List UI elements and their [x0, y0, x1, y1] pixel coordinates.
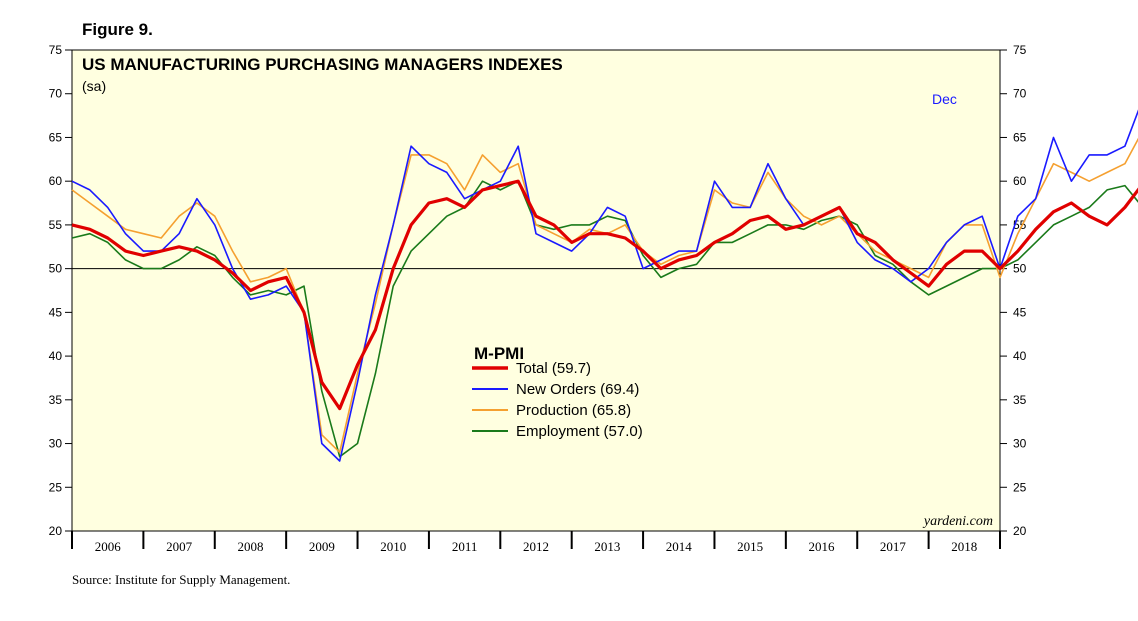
y-tick-label-right-40: 40 — [1013, 349, 1027, 363]
figure-label: Figure 9. — [82, 20, 153, 39]
legend-label-total: Total (59.7) — [516, 360, 591, 377]
legend-label-production: Production (65.8) — [516, 402, 631, 419]
y-tick-label-right-50: 50 — [1013, 262, 1027, 276]
y-tick-label-left-30: 30 — [49, 437, 63, 451]
watermark: yardeni.com — [922, 514, 993, 529]
end-label-dec: Dec — [932, 91, 957, 107]
y-tick-label-right-45: 45 — [1013, 305, 1027, 319]
x-tick-label-2009: 2009 — [309, 539, 335, 554]
x-tick-label-2016: 2016 — [809, 539, 836, 554]
y-tick-label-right-75: 75 — [1013, 43, 1027, 57]
y-tick-label-right-30: 30 — [1013, 437, 1027, 451]
x-tick-label-2018: 2018 — [951, 539, 977, 554]
legend-title: M-PMI — [474, 344, 524, 363]
legend-items: Total (59.7) New Orders (69.4) Production … — [472, 360, 643, 440]
y-tick-label-left-25: 25 — [49, 480, 63, 494]
y-tick-label-left-65: 65 — [49, 130, 63, 144]
y-tick-label-left-20: 20 — [49, 524, 63, 538]
y-tick-label-left-75: 75 — [49, 43, 63, 57]
series-line-employment — [71, 180, 1138, 458]
y-tick-label-right-65: 65 — [1013, 130, 1027, 144]
chart: 20 25 30 35 40 45 50 55 60 65 70 75 20 25 30 35 40 45 50 5… — [49, 43, 1138, 554]
y-tick-label-right-20: 20 — [1013, 524, 1027, 538]
legend-label-employment: Employment (57.0) — [516, 423, 643, 440]
y-tick-label-right-70: 70 — [1013, 87, 1027, 101]
x-tick-label-2011: 2011 — [452, 539, 478, 554]
source-note: Source: Institute for Supply Management. — [72, 572, 291, 587]
x-tick-label-2013: 2013 — [594, 539, 620, 554]
series-lines — [71, 109, 1138, 462]
x-tick-label-2015: 2015 — [737, 539, 763, 554]
x-tick-label-2006: 2006 — [95, 539, 122, 554]
x-tick-label-2007: 2007 — [166, 539, 193, 554]
y-tick-label-left-40: 40 — [49, 349, 63, 363]
chart-subtitle: (sa) — [82, 78, 106, 94]
x-tick-label-2010: 2010 — [380, 539, 406, 554]
y-tick-label-left-50: 50 — [49, 262, 63, 276]
y-tick-label-left-60: 60 — [49, 174, 63, 188]
series-line-new_orders — [71, 109, 1138, 462]
x-tick-label-2012: 2012 — [523, 539, 549, 554]
plot-background — [71, 49, 1001, 532]
x-tick-label-2017: 2017 — [880, 539, 907, 554]
legend: M-PMI Total (59.7) New Orders (69.4) Produ… — [472, 344, 643, 440]
y-tick-label-right-25: 25 — [1013, 480, 1027, 494]
y-tick-label-left-55: 55 — [49, 218, 63, 232]
legend-label-new_orders: New Orders (69.4) — [516, 381, 639, 398]
y-tick-label-left-45: 45 — [49, 305, 63, 319]
y-tick-label-left-70: 70 — [49, 87, 63, 101]
x-tick-label-2014: 2014 — [666, 539, 693, 554]
series-line-total — [71, 179, 1138, 411]
y-tick-label-left-35: 35 — [49, 393, 63, 407]
x-axis: 2006 2007 2008 2009 2010 2011 2012 2013 2014 2015… — [71, 531, 1001, 554]
y-tick-label-right-60: 60 — [1013, 174, 1027, 188]
y-tick-label-right-35: 35 — [1013, 393, 1027, 407]
x-tick-label-2008: 2008 — [237, 539, 263, 554]
left-axis: 20 25 30 35 40 45 50 55 60 65 70 75 — [49, 43, 72, 538]
chart-title: US MANUFACTURING PURCHASING MANAGERS IND… — [82, 55, 563, 74]
